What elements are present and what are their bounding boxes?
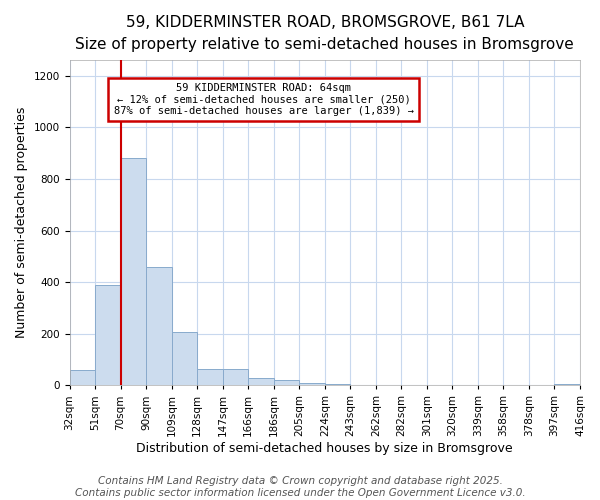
Bar (350, 384, 376, 386)
Text: Contains HM Land Registry data © Crown copyright and database right 2025.
Contai: Contains HM Land Registry data © Crown c… (74, 476, 526, 498)
Bar (197, 369, 223, 386)
Bar (274, 380, 299, 386)
Bar (376, 385, 401, 386)
Bar (172, 332, 197, 386)
Bar (325, 384, 350, 386)
Bar (223, 369, 248, 386)
Text: 59 KIDDERMINSTER ROAD: 64sqm
← 12% of semi-detached houses are smaller (250)
87%: 59 KIDDERMINSTER ROAD: 64sqm ← 12% of se… (113, 83, 413, 116)
Title: 59, KIDDERMINSTER ROAD, BROMSGROVE, B61 7LA
Size of property relative to semi-de: 59, KIDDERMINSTER ROAD, BROMSGROVE, B61 … (76, 15, 574, 52)
Bar (121, 158, 146, 386)
Bar (299, 382, 325, 386)
Bar (248, 378, 274, 386)
Bar (554, 384, 580, 386)
X-axis label: Distribution of semi-detached houses by size in Bromsgrove: Distribution of semi-detached houses by … (136, 442, 513, 455)
Bar (95, 284, 121, 386)
Y-axis label: Number of semi-detached properties: Number of semi-detached properties (15, 107, 28, 338)
Bar (146, 266, 172, 386)
Bar (70, 370, 95, 386)
